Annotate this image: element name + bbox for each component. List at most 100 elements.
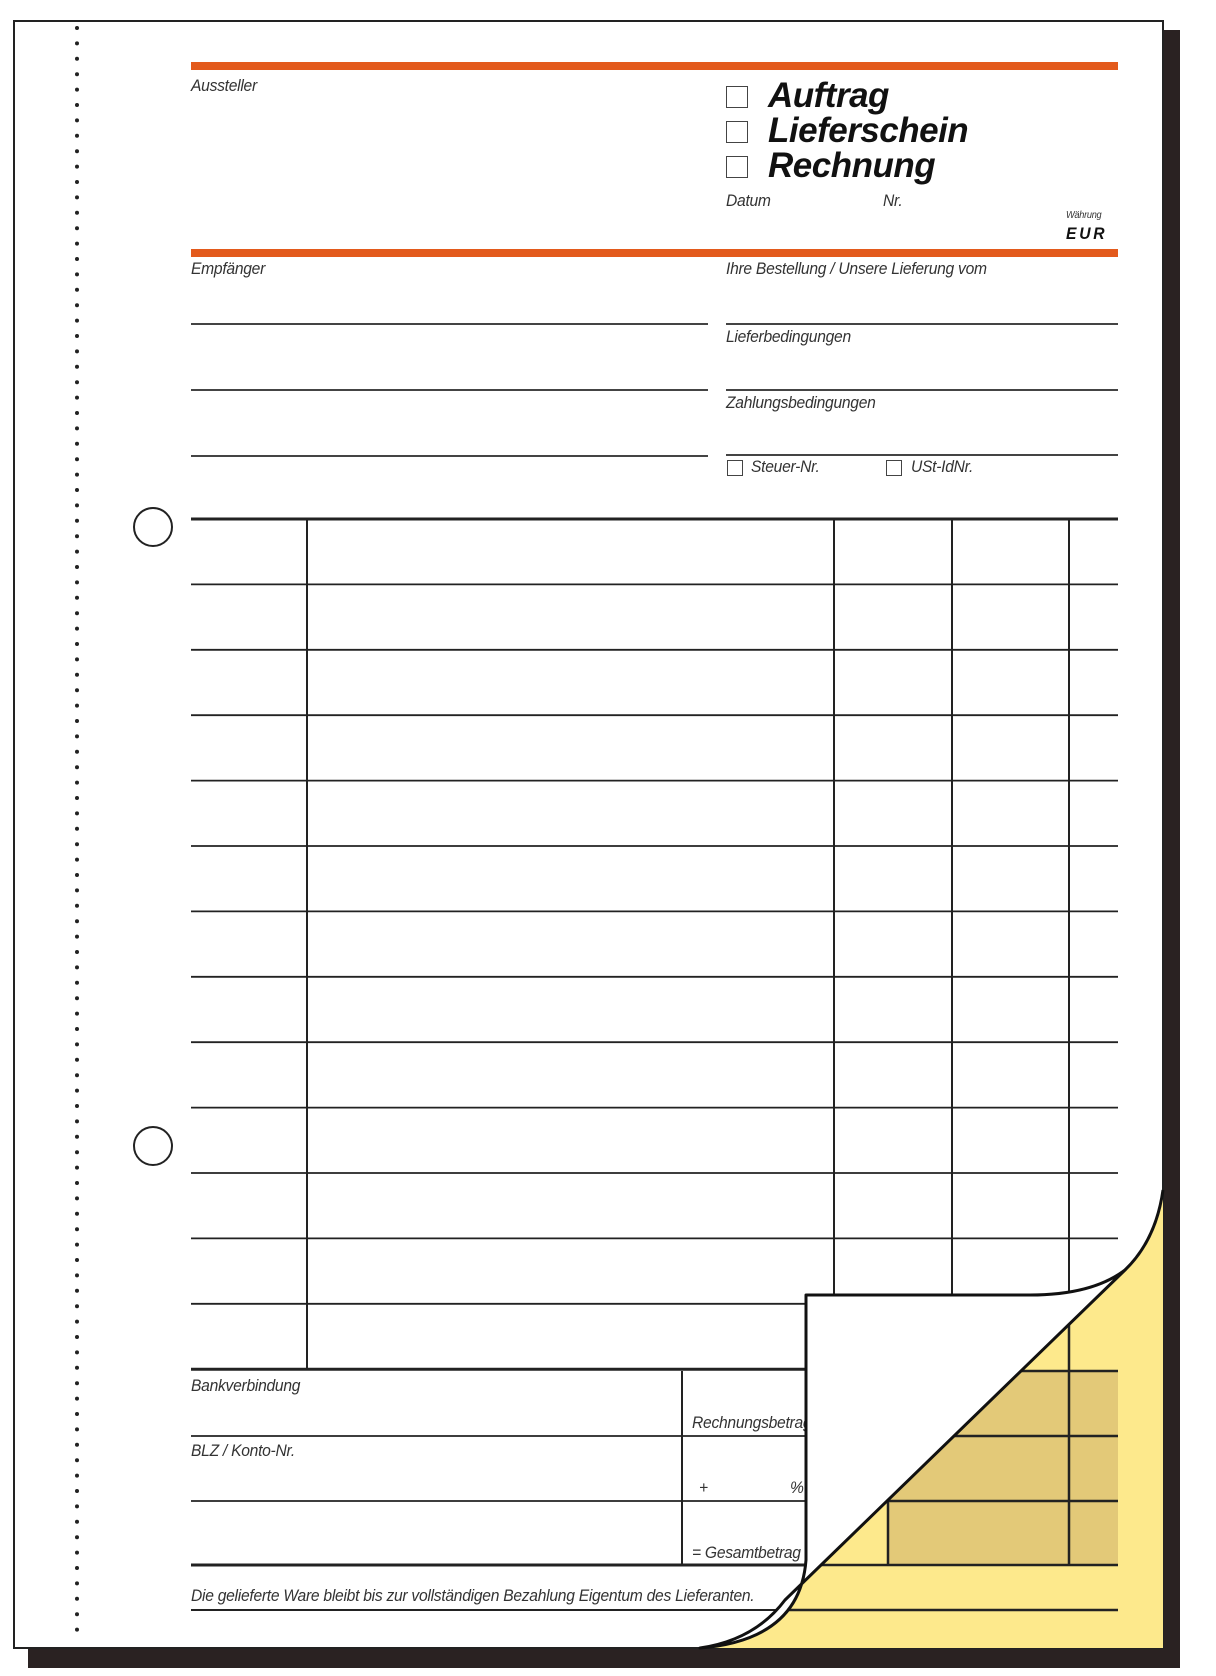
perforation-dot	[75, 1350, 79, 1355]
perforation-dot	[75, 503, 79, 508]
perforation-dot	[75, 380, 79, 385]
perforation-dot	[75, 749, 79, 754]
perforation-dot	[75, 1150, 79, 1155]
perforation-dot	[75, 1550, 79, 1555]
perforation-dot	[75, 149, 79, 154]
perforation-dot	[75, 811, 79, 816]
issuer-label: Aussteller	[191, 76, 257, 95]
perforation-dot	[75, 364, 79, 369]
perforation-dot	[75, 87, 79, 92]
perforation-dot	[75, 518, 79, 523]
perforation-dot	[75, 318, 79, 323]
checkbox-auftrag[interactable]	[726, 86, 748, 108]
perforation-dot	[75, 303, 79, 308]
perforation-dot	[75, 1627, 79, 1632]
vat-id-label: USt-IdNr.	[911, 457, 974, 476]
perforation-dot	[75, 1011, 79, 1016]
curl-flap	[698, 1268, 1127, 1650]
perforation-dot	[75, 1596, 79, 1601]
recipient-label: Empfänger	[191, 259, 266, 278]
perforation-dot	[75, 1211, 79, 1216]
perforation-dot	[75, 395, 79, 400]
perforation-dot	[75, 626, 79, 631]
perforation-dot	[75, 980, 79, 985]
perforation-dot	[75, 780, 79, 785]
date-label: Datum	[726, 191, 771, 210]
perforation-dot	[75, 349, 79, 354]
perforation-dot	[75, 1458, 79, 1463]
perforation-dot	[75, 411, 79, 415]
perforation-dot	[75, 56, 79, 61]
order-date-label: Ihre Bestellung / Unsere Lieferung vom	[726, 259, 987, 278]
perforation-dot	[75, 565, 79, 569]
checkbox-lieferschein[interactable]	[726, 121, 748, 143]
perforation-dot	[75, 611, 79, 616]
perforation-dot	[75, 1088, 79, 1093]
perforation-dot	[75, 1427, 79, 1432]
perforation-dot	[75, 672, 79, 677]
orange-rule-top	[191, 62, 1118, 70]
currency-label: Währung	[1066, 210, 1102, 221]
perforation-dot	[75, 826, 79, 831]
perforation-dot	[75, 595, 79, 600]
perforation-dot	[75, 580, 79, 585]
perforation-dot	[75, 488, 79, 492]
perforation-dot	[75, 180, 79, 184]
checkbox-tax-number[interactable]	[727, 460, 743, 476]
perforation-dot	[75, 257, 79, 261]
perforation-dot	[75, 133, 79, 138]
perforation-dot	[75, 1057, 79, 1062]
perforation-dot	[75, 41, 79, 46]
perforation-dot	[75, 210, 79, 215]
currency-value: EUR	[1066, 224, 1108, 243]
perforation-dot	[75, 1412, 79, 1416]
perforation-dot	[75, 1242, 79, 1247]
perforation-dot	[75, 1473, 79, 1478]
perforation-dot	[75, 426, 79, 431]
footer-note: Die gelieferte Ware bleibt bis zur volls…	[191, 1586, 755, 1605]
perforation-dot	[75, 549, 79, 554]
perforation-dot	[75, 734, 79, 739]
delivery-terms-label: Lieferbedingungen	[726, 327, 851, 346]
perforation-dot	[75, 950, 79, 954]
perforation-dot	[75, 287, 79, 292]
number-label: Nr.	[883, 191, 903, 210]
perforation-dot	[75, 1365, 79, 1370]
perforation-dot	[75, 1042, 79, 1047]
perforation-dot	[75, 1396, 79, 1401]
perforation-dot	[75, 441, 79, 446]
payment-terms-label: Zahlungsbedingungen	[726, 393, 876, 412]
punch-hole-top	[133, 507, 173, 547]
perforation-dot	[75, 1165, 79, 1170]
perforation-dot	[75, 1258, 79, 1262]
perforation-dot	[75, 765, 79, 770]
perforation-dot	[75, 934, 79, 939]
perforation-dot	[75, 226, 79, 231]
checkbox-vat-id[interactable]	[886, 460, 902, 476]
doc-type-rechnung: Rechnung	[768, 146, 936, 185]
perforation-dot	[75, 857, 79, 862]
perforation-dot	[75, 1227, 79, 1232]
perforation-dot	[75, 457, 79, 462]
perforation-dot	[75, 1104, 79, 1108]
checkbox-rechnung[interactable]	[726, 156, 748, 178]
perforation-dot	[75, 1535, 79, 1540]
perforation-dot	[75, 195, 79, 200]
plus-label: +	[699, 1478, 708, 1497]
perforation-dot	[75, 657, 79, 662]
perforation-dot	[75, 1581, 79, 1586]
perforation-dot	[75, 1504, 79, 1509]
perforation-dot	[75, 1381, 79, 1386]
perforation-dot	[75, 241, 79, 246]
perforation-line	[75, 26, 79, 1632]
perforation-dot	[75, 1442, 79, 1447]
perforation-dot	[75, 534, 79, 539]
tax-number-label: Steuer-Nr.	[751, 457, 820, 476]
perforation-dot	[75, 688, 79, 693]
perforation-dot	[75, 703, 79, 708]
perforation-dot	[75, 272, 79, 277]
perforation-dot	[75, 903, 79, 908]
